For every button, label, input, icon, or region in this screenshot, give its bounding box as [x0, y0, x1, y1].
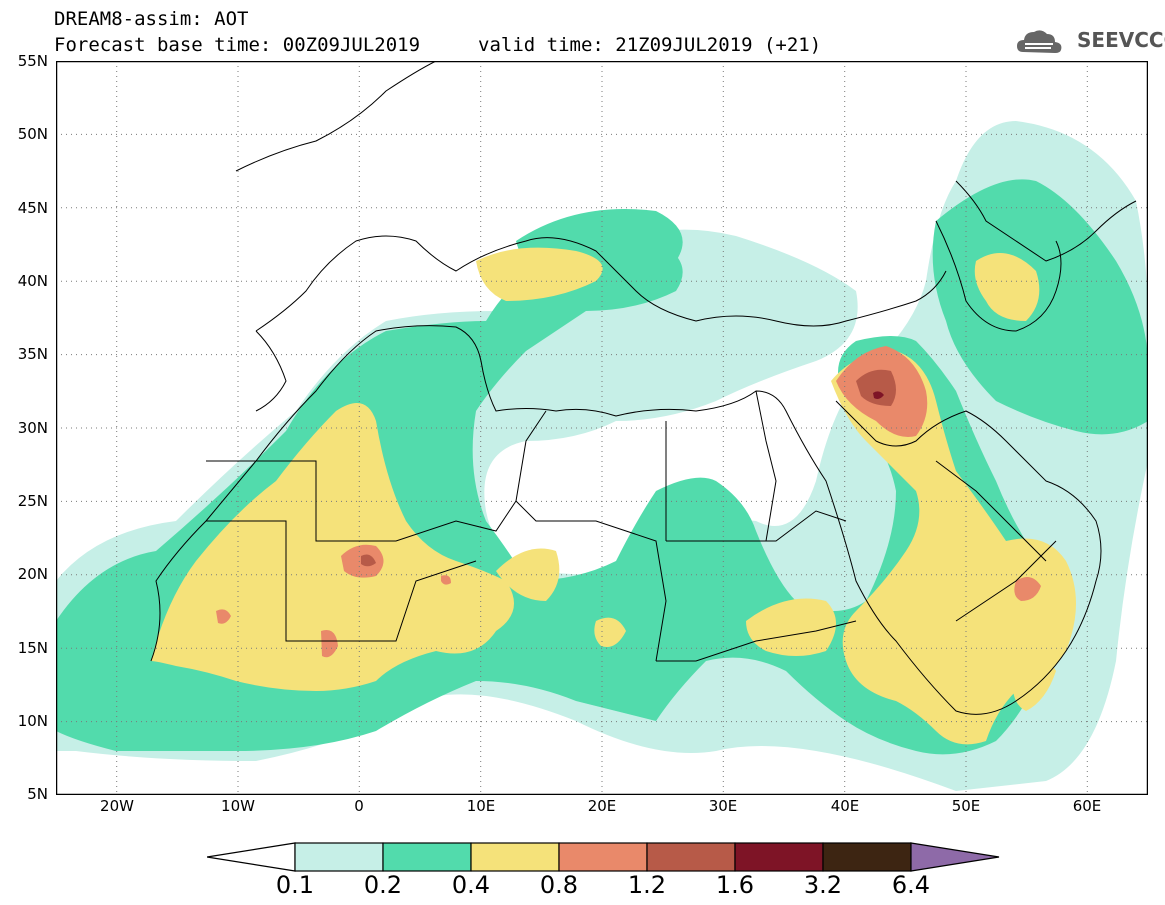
- cloud-icon: [1017, 30, 1062, 53]
- colorbar-swatch-0.2: [382, 842, 472, 872]
- aot-level-0.4: [151, 247, 1076, 745]
- colorbar-label-3.2: 3.2: [803, 871, 843, 899]
- lat-label-10n: 10N: [17, 712, 48, 730]
- map-title: DREAM8-assim: AOT: [54, 8, 249, 30]
- lon-label-50e: 50E: [951, 797, 981, 815]
- lon-label-10e: 10E: [466, 797, 496, 815]
- colorbar-label-1.6: 1.6: [715, 871, 755, 899]
- colorbar-label-6.4: 6.4: [891, 871, 931, 899]
- lat-label-30n: 30N: [17, 419, 48, 437]
- lat-label-50n: 50N: [17, 125, 48, 143]
- colorbar-swatch-0.1: [294, 842, 384, 872]
- lat-label-40n: 40N: [17, 272, 48, 290]
- forecast-base-time: Forecast base time: 00Z09JUL2019: [54, 34, 421, 56]
- lat-label-35n: 35N: [17, 345, 48, 363]
- colorbar-label-0.8: 0.8: [539, 871, 579, 899]
- lon-label-0: 0: [354, 797, 364, 815]
- valid-time: valid time: 21Z09JUL2019 (+21): [478, 34, 822, 56]
- aot-level-1.2: [361, 369, 896, 567]
- lat-label-15n: 15N: [17, 639, 48, 657]
- lon-label-20w: 20W: [100, 797, 134, 815]
- colorbar-swatch-0.4: [470, 842, 560, 872]
- logo-text: SEEVCCC: [1077, 28, 1165, 52]
- map-border: [56, 61, 1148, 795]
- colorbar-swatch-3.2: [822, 842, 912, 872]
- lat-label-55n: 55N: [17, 52, 48, 70]
- colorbar-swatch-1.6: [734, 842, 824, 872]
- colorbar-swatch-1.2: [646, 842, 736, 872]
- aot-map: [56, 61, 1148, 795]
- colorbar: [207, 842, 1000, 872]
- colorbar-over-arrow: [910, 842, 1000, 872]
- colorbar-label-0.4: 0.4: [451, 871, 491, 899]
- aot-level-1.6: [873, 391, 884, 399]
- map-grid: [56, 61, 1148, 795]
- lon-label-10w: 10W: [221, 797, 255, 815]
- lon-label-40e: 40E: [830, 797, 860, 815]
- colorbar-swatch-0.8: [558, 842, 648, 872]
- lon-label-60e: 60E: [1072, 797, 1102, 815]
- colorbar-under-arrow: [207, 842, 296, 872]
- lat-label-45n: 45N: [17, 199, 48, 217]
- lon-label-30e: 30E: [708, 797, 738, 815]
- coastlines: [150, 61, 1137, 715]
- colorbar-label-0.2: 0.2: [363, 871, 403, 899]
- lat-label-5n: 5N: [27, 785, 48, 803]
- lat-label-25n: 25N: [17, 492, 48, 510]
- lat-label-20n: 20N: [17, 565, 48, 583]
- colorbar-label-1.2: 1.2: [627, 871, 667, 899]
- lon-label-20e: 20E: [587, 797, 617, 815]
- colorbar-label-0.1: 0.1: [275, 871, 315, 899]
